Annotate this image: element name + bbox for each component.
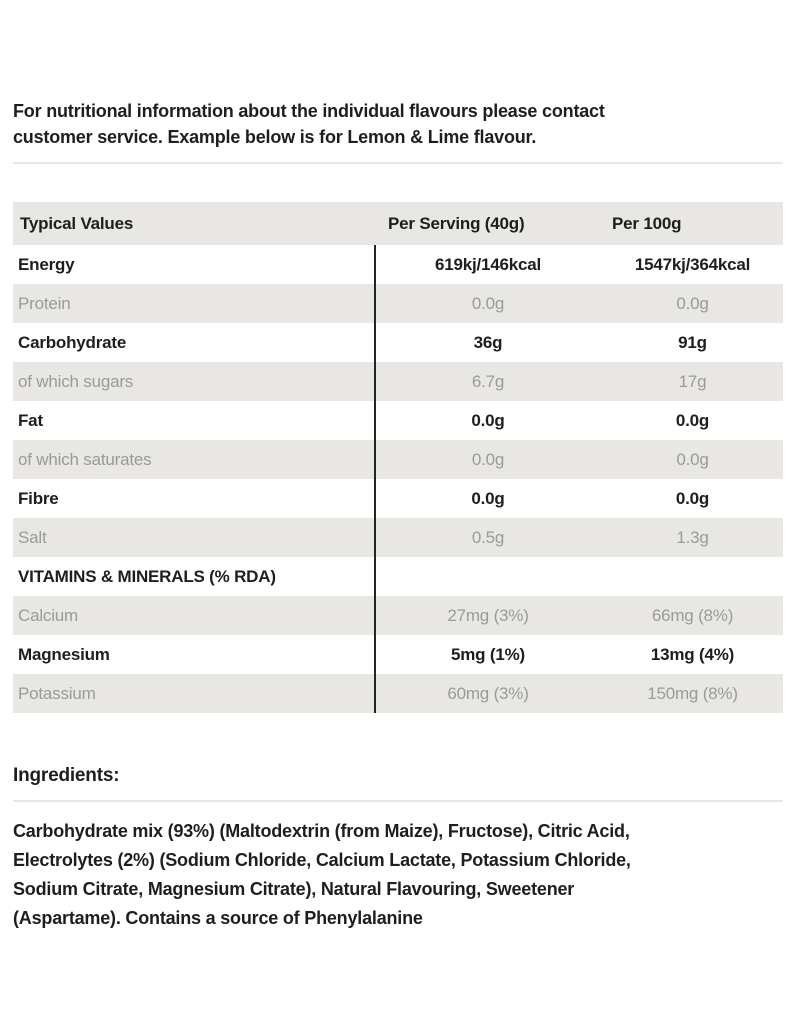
nutrition-table: Typical Values Per Serving (40g) Per 100… xyxy=(13,202,783,713)
table-row-magnesium: Magnesium 5mg (1%) 13mg (4%) xyxy=(13,635,783,674)
row-label: Salt xyxy=(18,527,47,547)
ingredients-text: Carbohydrate mix (93%) (Maltodextrin (fr… xyxy=(13,821,631,928)
per-serving-value: 0.0g xyxy=(471,293,505,313)
table-row-fibre: Fibre 0.0g 0.0g xyxy=(13,479,783,518)
per-100g-value: 0.0g xyxy=(675,410,710,430)
table-row-calcium: Calcium 27mg (3%) 66mg (8%) xyxy=(13,596,783,635)
ingredients-divider xyxy=(13,800,783,802)
table-row-vitamins-minerals-section: VITAMINS & MINERALS (% RDA) xyxy=(13,557,783,596)
intro-note: For nutritional information about the in… xyxy=(13,101,605,147)
row-label: Potassium xyxy=(18,683,96,703)
row-label: VITAMINS & MINERALS (% RDA) xyxy=(18,566,276,586)
row-label: Fibre xyxy=(18,488,59,508)
section-divider xyxy=(13,162,783,164)
row-label: Magnesium xyxy=(18,644,110,664)
table-row-fat: Fat 0.0g 0.0g xyxy=(13,401,783,440)
per-100g-value: 17g xyxy=(678,371,707,391)
per-100g-value: 150mg (8%) xyxy=(647,683,738,703)
row-label: of which sugars xyxy=(18,371,134,391)
table-body: Energy 619kj/146kcal 1547kj/364kcal Prot… xyxy=(13,245,783,713)
per-serving-value: 0.0g xyxy=(471,449,505,469)
table-row-energy: Energy 619kj/146kcal 1547kj/364kcal xyxy=(13,245,783,284)
table-header-row: Typical Values Per Serving (40g) Per 100… xyxy=(13,202,783,245)
per-100g-value: 1.3g xyxy=(676,527,709,547)
per-100g-value: 91g xyxy=(678,332,707,352)
per-100g-value: 1547kj/364kcal xyxy=(634,254,751,274)
per-serving-value: 27mg (3%) xyxy=(447,605,529,625)
table-row-protein: Protein 0.0g 0.0g xyxy=(13,284,783,323)
table-row-potassium: Potassium 60mg (3%) 150mg (8%) xyxy=(13,674,783,713)
row-label: Energy xyxy=(18,254,75,274)
row-label: Calcium xyxy=(18,605,79,625)
per-serving-value: 0.0g xyxy=(471,488,505,508)
per-100g-value: 0.0g xyxy=(676,293,709,313)
per-100g-value: 13mg (4%) xyxy=(650,644,735,664)
header-typical-values: Typical Values xyxy=(20,213,134,233)
header-per-100g: Per 100g xyxy=(612,213,682,233)
column-divider-line xyxy=(374,245,376,713)
per-100g-value: 66mg (8%) xyxy=(651,605,734,625)
per-serving-value: 6.7g xyxy=(471,371,505,391)
header-per-serving: Per Serving (40g) xyxy=(388,213,525,233)
row-label: of which saturates xyxy=(18,449,152,469)
per-serving-value: 0.0g xyxy=(471,410,505,430)
table-row-of-which-saturates: of which saturates 0.0g 0.0g xyxy=(13,440,783,479)
per-100g-value: 0.0g xyxy=(675,488,710,508)
per-serving-value: 60mg (3%) xyxy=(447,683,529,703)
row-label: Fat xyxy=(18,410,43,430)
row-label: Protein xyxy=(18,293,71,313)
row-label: Carbohydrate xyxy=(18,332,127,352)
table-row-salt: Salt 0.5g 1.3g xyxy=(13,518,783,557)
table-row-of-which-sugars: of which sugars 6.7g 17g xyxy=(13,362,783,401)
table-row-carbohydrate: Carbohydrate 36g 91g xyxy=(13,323,783,362)
per-100g-value: 0.0g xyxy=(676,449,709,469)
per-serving-value: 36g xyxy=(473,332,503,352)
per-serving-value: 5mg (1%) xyxy=(451,644,525,664)
per-serving-value: 0.5g xyxy=(471,527,505,547)
per-serving-value: 619kj/146kcal xyxy=(434,254,542,274)
ingredients-heading: Ingredients: xyxy=(13,765,120,786)
